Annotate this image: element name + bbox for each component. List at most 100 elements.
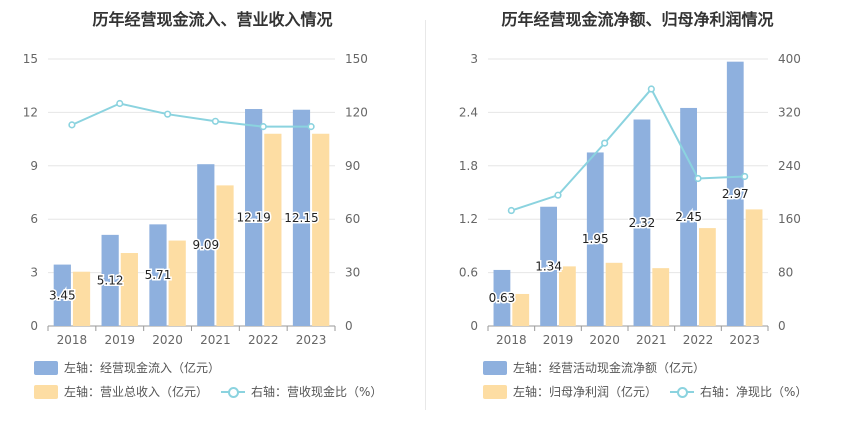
- right-legend-item-line[interactable]: 右轴：净现比（%）: [670, 383, 807, 400]
- right-axis-tick-label: 0: [345, 319, 353, 333]
- right-axis-tick-label: 90: [345, 159, 360, 173]
- bar-series2: [512, 293, 530, 326]
- bar-series2: [745, 209, 763, 326]
- left-axis-tick-label: 9: [30, 159, 38, 173]
- bar-data-label: 2.97: [722, 187, 749, 201]
- left-axis-tick-label: 0: [470, 319, 478, 333]
- panel-divider: [425, 20, 426, 410]
- left-axis-tick-label: 0.6: [459, 266, 478, 280]
- legend-line-marker-icon: [670, 385, 694, 399]
- legend-swatch-orange: [483, 384, 507, 399]
- right-chart-svg: 0 0 0.6 80 1.2 160 1.8 240 2.4 320 3 400 2018 2019 202…: [459, 52, 801, 347]
- right-legend-label-bar2: 左轴：归母净利润（亿元）: [513, 385, 658, 399]
- x-axis-tick-label: 2021: [200, 333, 231, 347]
- left-axis-tick-label: 3: [30, 266, 38, 280]
- bar-data-label: 12.15: [284, 211, 318, 225]
- bar-series1: [493, 269, 511, 326]
- right-chart-panel: 历年经营现金流净额、归母净利润情况 0 0 0.6 80 1.2 160 1.8 240 2.4…: [425, 0, 850, 436]
- line-point: [694, 174, 702, 183]
- bar-series2: [72, 271, 91, 326]
- left-axis-tick-label: 1.2: [459, 212, 478, 226]
- left-legend-label-line: 右轴：营收现金比（%）: [251, 385, 383, 399]
- left-axis-tick-label: 15: [23, 52, 38, 66]
- bar-series1: [726, 61, 744, 327]
- x-axis-tick-label: 2018: [496, 333, 527, 347]
- line-point: [507, 206, 515, 215]
- left-axis-tick-label: 0: [30, 319, 38, 333]
- x-axis-tick-label: 2020: [589, 333, 620, 347]
- bar-series2: [605, 262, 623, 326]
- bar-series2: [168, 240, 186, 326]
- bar-series1: [197, 164, 215, 326]
- bar-data-label: 0.63: [489, 291, 516, 305]
- left-chart-svg: 0 0 3 30 6 60 9 90 12 120 15 150 2018 2019 2020 2021 202…: [23, 52, 368, 347]
- bar-series1: [680, 107, 697, 326]
- bar-series1: [292, 109, 311, 326]
- x-axis-tick-label: 2023: [729, 333, 760, 347]
- left-axis-tick-label: 12: [23, 105, 38, 119]
- bar-data-label: 12.19: [236, 211, 270, 225]
- right-axis-tick-label: 240: [778, 159, 801, 173]
- x-axis-tick-label: 2022: [683, 333, 714, 347]
- line-point: [741, 172, 749, 181]
- bar-series2: [652, 268, 670, 326]
- left-legend-item-line[interactable]: 右轴：营收现金比（%）: [221, 383, 382, 400]
- right-axis-tick-label: 160: [778, 212, 801, 226]
- right-legend-item-bar2[interactable]: 左轴：归母净利润（亿元）: [483, 383, 657, 400]
- line-point: [163, 110, 172, 118]
- x-axis-tick-label: 2022: [248, 333, 279, 347]
- x-axis-tick-label: 2019: [543, 333, 574, 347]
- line-series: [511, 87, 745, 212]
- x-axis-tick-label: 2019: [104, 333, 135, 347]
- left-legend-item-bar1[interactable]: 左轴：经营现金流入（亿元）: [34, 359, 220, 376]
- bar-data-label: 1.95: [582, 232, 609, 246]
- bar-series2: [559, 266, 576, 326]
- bar-data-label: 9.09: [192, 238, 219, 252]
- left-chart-panel: 历年经营现金流入、营业收入情况 0 0 3 30 6 60 9 90 12 120 15 150 201…: [23, 10, 383, 400]
- legend-line-marker-icon: [221, 385, 245, 399]
- bar-series2: [120, 253, 138, 326]
- left-axis-tick-label: 1.8: [459, 159, 478, 173]
- bar-data-label: 2.32: [629, 216, 656, 230]
- bar-series1: [53, 264, 71, 326]
- bar-series2: [216, 185, 234, 326]
- bar-series1: [586, 152, 604, 326]
- left-legend-label-bar2: 左轴：营业总收入（亿元）: [64, 385, 209, 399]
- bar-data-label: 1.34: [535, 259, 562, 273]
- right-legend-label-line: 右轴：净现比（%）: [700, 385, 808, 399]
- right-chart-title: 历年经营现金流净额、归母净利润情况: [501, 10, 774, 29]
- left-axis-tick-label: 2.4: [459, 105, 478, 119]
- bar-series1: [149, 224, 167, 326]
- right-axis-tick-label: 80: [778, 266, 793, 280]
- line-point: [307, 123, 315, 131]
- bar-series2: [264, 133, 282, 326]
- legend-swatch-blue: [483, 360, 507, 375]
- right-legend-item-bar1[interactable]: 左轴：经营活动现金流净额（亿元）: [483, 359, 705, 376]
- bar-data-label: 5.71: [145, 268, 172, 282]
- right-axis-tick-label: 320: [778, 105, 801, 119]
- line-point: [116, 99, 124, 108]
- left-legend-label-bar1: 左轴：经营现金流入（亿元）: [64, 361, 221, 375]
- right-axis-tick-label: 60: [345, 212, 360, 226]
- line-point: [601, 139, 609, 147]
- left-chart-title: 历年经营现金流入、营业收入情况: [92, 10, 333, 29]
- bar-series1: [245, 109, 263, 326]
- right-legend-label-bar1: 左轴：经营活动现金流净额（亿元）: [513, 361, 706, 375]
- bar-data-label: 5.12: [97, 273, 124, 287]
- left-axis-tick-label: 3: [470, 52, 478, 66]
- x-axis-tick-label: 2021: [636, 333, 667, 347]
- right-axis-tick-label: 30: [345, 266, 360, 280]
- right-axis-tick-label: 150: [345, 52, 368, 66]
- legend-swatch-orange: [34, 384, 58, 399]
- line-point: [211, 117, 220, 125]
- line-point: [68, 121, 76, 129]
- line-point: [554, 191, 562, 199]
- left-legend-item-bar2[interactable]: 左轴：营业总收入（亿元）: [34, 383, 208, 400]
- x-axis-tick-label: 2023: [296, 333, 327, 347]
- bar-data-label: 2.45: [675, 210, 702, 224]
- line-series: [71, 102, 312, 128]
- right-axis-tick-label: 120: [345, 105, 368, 119]
- bar-series1: [101, 234, 119, 326]
- bar-series1: [633, 119, 651, 327]
- legend-swatch-blue: [34, 360, 58, 375]
